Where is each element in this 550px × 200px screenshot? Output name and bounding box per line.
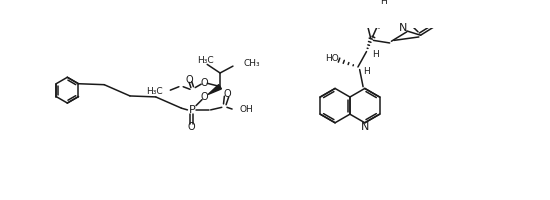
- Text: HO: HO: [325, 54, 339, 63]
- Text: O: O: [201, 78, 208, 88]
- Polygon shape: [208, 85, 222, 94]
- Text: H: H: [372, 50, 378, 59]
- Text: CH₃: CH₃: [243, 59, 260, 68]
- Text: H: H: [380, 0, 387, 6]
- Text: O: O: [224, 89, 232, 99]
- Text: H₃C: H₃C: [197, 56, 214, 65]
- Text: O: O: [201, 92, 208, 102]
- Text: N: N: [361, 122, 369, 132]
- Text: P: P: [189, 105, 195, 115]
- Text: OH: OH: [240, 105, 254, 114]
- Text: O: O: [188, 122, 196, 132]
- Text: N: N: [399, 23, 408, 33]
- Text: H: H: [363, 67, 370, 76]
- Text: H₃C: H₃C: [146, 87, 163, 96]
- Text: O: O: [185, 75, 193, 85]
